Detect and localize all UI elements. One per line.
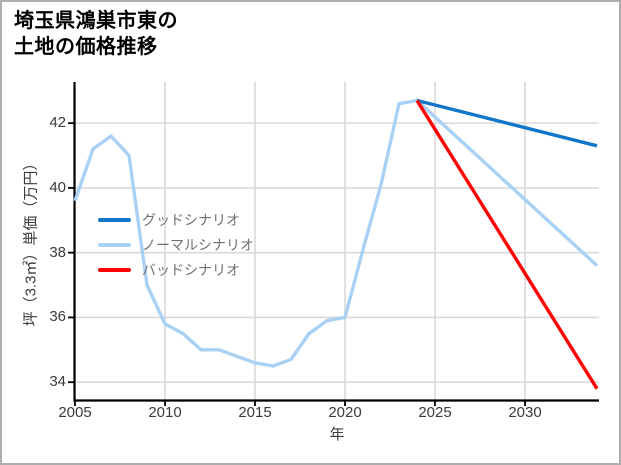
series-lines-group xyxy=(73,98,599,390)
good-scenario-line xyxy=(416,98,598,148)
bad-scenario-line-swatch xyxy=(98,267,131,272)
x-axis-label: 年 xyxy=(329,426,345,443)
good-scenario-line-swatch xyxy=(98,217,131,222)
normal-scenario-line-swatch xyxy=(98,242,131,247)
legend-label-bad: バッドシナリオ xyxy=(142,261,240,278)
chart-title-line1: 埼玉県鴻巣市東の xyxy=(14,10,178,32)
legend-label-good: グッドシナリオ xyxy=(142,211,240,228)
chart-title-line2: 土地の価格推移 xyxy=(14,36,158,58)
legend: グッドシナリオ ノーマルシナリオ バッドシナリオ xyxy=(98,207,254,282)
legend-label-normal: ノーマルシナリオ xyxy=(142,236,254,253)
axes-group xyxy=(68,82,599,406)
legend-row-good: グッドシナリオ xyxy=(98,207,254,232)
gridlines-group xyxy=(74,82,599,400)
legend-row-normal: ノーマルシナリオ xyxy=(98,232,254,257)
legend-row-bad: バッドシナリオ xyxy=(98,257,254,282)
y-axis-label: 坪（3.3㎡）単価（万円） xyxy=(22,155,40,327)
bad-scenario-line xyxy=(415,99,599,390)
normal-scenario-line xyxy=(73,98,599,368)
chart-title: 埼玉県鴻巣市東の 土地の価格推移 xyxy=(14,8,178,60)
